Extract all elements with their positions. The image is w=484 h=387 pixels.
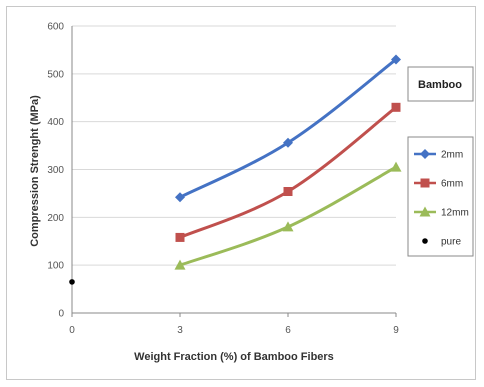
bamboo-annotation: Bamboo xyxy=(407,66,474,102)
y-axis-title: Compression Strenght (MPa) xyxy=(29,95,41,247)
legend-box xyxy=(407,136,474,257)
y-tick-label: 600 xyxy=(47,22,64,33)
x-tick-label: 3 xyxy=(177,325,183,336)
series-line-6mm xyxy=(179,106,397,239)
legend-label-pure: pure xyxy=(441,237,461,248)
legend-label-2mm: 2mm xyxy=(441,150,463,161)
grid-layer xyxy=(72,25,396,314)
series-line-2mm xyxy=(179,58,397,199)
data-point-pure xyxy=(69,279,75,285)
x-tick-label: 0 xyxy=(69,325,75,336)
legend: 2mm 6mm 12mm pure xyxy=(407,136,474,257)
y-tick-label: 0 xyxy=(58,309,64,320)
x-tick-label: 9 xyxy=(393,325,399,336)
legend-label-12mm: 12mm xyxy=(441,208,469,219)
x-tick-label: 6 xyxy=(285,325,291,336)
data-point-12mm xyxy=(174,259,186,270)
y-tick-label: 300 xyxy=(47,165,64,176)
data-point-6mm xyxy=(283,187,293,197)
y-tick-label: 200 xyxy=(47,213,64,224)
legend-marker-6mm xyxy=(420,178,430,188)
legend-marker-2mm xyxy=(420,149,430,159)
legend-marker-pure xyxy=(422,238,428,244)
y-tick-label: 400 xyxy=(47,117,64,128)
data-point-2mm xyxy=(175,192,185,203)
data-point-12mm xyxy=(390,161,402,172)
legend-label-6mm: 6mm xyxy=(441,179,463,190)
chart-frame xyxy=(6,6,476,380)
data-point-12mm xyxy=(282,221,294,232)
series-layer xyxy=(69,54,402,285)
y-tick-label: 100 xyxy=(47,261,64,272)
data-point-6mm xyxy=(391,102,401,112)
data-point-2mm xyxy=(391,54,401,65)
data-point-6mm xyxy=(175,232,185,242)
axis-layer: 0 100 200 300 400 500 600 0 3 6 9 xyxy=(47,22,399,337)
x-axis-title: Weight Fraction (%) of Bamboo Fibers xyxy=(134,351,334,363)
bamboo-annotation-text: Bamboo xyxy=(418,79,462,91)
y-tick-label: 500 xyxy=(47,69,64,80)
legend-marker-12mm xyxy=(419,206,431,217)
data-point-2mm xyxy=(283,137,293,148)
